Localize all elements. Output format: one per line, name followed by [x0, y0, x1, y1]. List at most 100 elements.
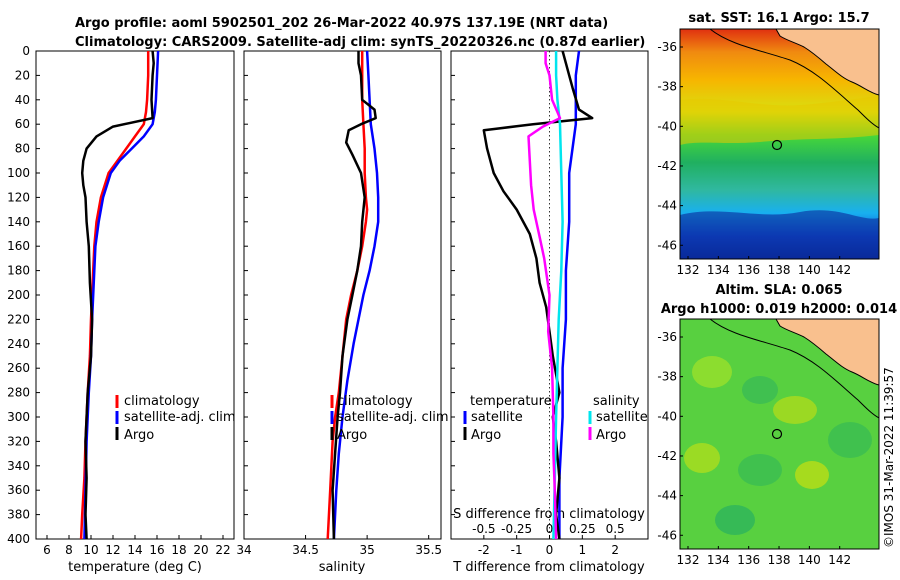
- sst-map-title: sat. SST: 16.1 Argo: 15.7: [688, 11, 869, 26]
- salinity-xlabel: salinity: [319, 560, 366, 575]
- lat-tick-label: -36: [657, 330, 677, 344]
- difference-legend: temperature satellite Argo salinity sate…: [463, 394, 648, 443]
- sst-map: [680, 29, 879, 259]
- salinity-x-axis: 34 34.5 35 35.5: [236, 535, 442, 557]
- sst-argo-location: [771, 139, 783, 151]
- lon-tick-label: 134: [707, 263, 730, 277]
- sst-land: [775, 29, 879, 96]
- lon-tick-label: 136: [737, 553, 760, 567]
- depth-tick-label: 100: [7, 166, 30, 180]
- lat-tick-label: -38: [657, 370, 677, 384]
- sla-map-title-line2: Argo h1000: 0.019 h2000: 0.014: [661, 302, 897, 317]
- lat-tick-label: -36: [657, 40, 677, 54]
- sla-blob: [773, 396, 817, 424]
- legend-label-satellite: satellite-adj. clim: [337, 410, 449, 425]
- x-tick-label: 20: [193, 543, 208, 557]
- x-tick-label: 16: [149, 543, 164, 557]
- s-tick-label: -0.5: [472, 522, 495, 536]
- legend-label-s-argo: Argo: [596, 428, 626, 443]
- legend-heading-temperature: temperature: [470, 394, 552, 409]
- x-tick-label: 6: [43, 543, 51, 557]
- sla-blob: [828, 422, 872, 458]
- t-difference-xlabel: T difference from climatology: [452, 560, 645, 575]
- temperature-panel: [35, 50, 235, 540]
- sst-shelf-contour: [709, 29, 879, 129]
- x-tick-label: -2: [478, 543, 490, 557]
- legend-label-climatology: climatology: [337, 394, 413, 409]
- series-line-argo: [331, 51, 377, 540]
- x-tick-label: 0: [546, 543, 554, 557]
- sla-lat-axis: -36 -38 -40 -42 -44 -46: [657, 330, 683, 542]
- x-tick-label: 35: [359, 543, 374, 557]
- sla-blob: [692, 356, 732, 388]
- depth-tick-label: 60: [15, 117, 30, 131]
- depth-tick-label: 220: [7, 312, 30, 326]
- s-tick-label: 0.25: [569, 522, 596, 536]
- lat-tick-label: -40: [657, 119, 677, 133]
- sla-lon-axis: 132 134 136 138 140 142: [677, 546, 851, 567]
- salinity-panel: [243, 50, 442, 540]
- temperature-x-axis: 6 8 10 12 14 16 18 20 22: [43, 535, 231, 557]
- s-tick-label: 0: [546, 522, 554, 536]
- depth-tick-label: 160: [7, 239, 30, 253]
- sla-blob: [684, 443, 720, 473]
- depth-tick-label: 180: [7, 264, 30, 278]
- lat-tick-label: -44: [657, 489, 677, 503]
- sla-land: [775, 319, 879, 386]
- depth-tick-label: 360: [7, 483, 30, 497]
- depth-tick-label: 260: [7, 361, 30, 375]
- legend-label-s-satellite: satellite: [596, 410, 648, 425]
- lon-tick-label: 138: [768, 263, 791, 277]
- depth-axis: 0 20 40 60 80 100 120 140 160 180 200 220 240 260 280 3…: [7, 44, 455, 546]
- temperature-lines: [79, 50, 160, 540]
- lat-tick-label: -46: [657, 528, 677, 542]
- header-line1: Argo profile: aoml 5902501_202 26-Mar-20…: [75, 16, 608, 31]
- legend-label-argo: Argo: [124, 428, 154, 443]
- x-tick-label: 22: [215, 543, 230, 557]
- salinity-lines: [326, 50, 380, 540]
- depth-tick-label: 40: [15, 93, 30, 107]
- depth-tick-label: 200: [7, 288, 30, 302]
- s-tick-label: 0.5: [606, 522, 625, 536]
- lon-tick-label: 142: [828, 263, 851, 277]
- depth-tick-label: 20: [15, 68, 30, 82]
- depth-tick-label: 300: [7, 410, 30, 424]
- depth-tick-label: 140: [7, 215, 30, 229]
- x-tick-label: 10: [83, 543, 98, 557]
- sst-warm-patch: [680, 96, 879, 145]
- series-line-salinity-satellite: [552, 51, 564, 540]
- header-line2: Climatology: CARS2009. Satellite-adj cli…: [75, 35, 645, 50]
- x-tick-label: 12: [105, 543, 120, 557]
- difference-lines: [482, 50, 594, 540]
- salinity-legend: climatology satellite-adj. clim Argo: [330, 394, 449, 443]
- lat-tick-label: -44: [657, 199, 677, 213]
- legend-label-t-satellite: satellite: [471, 410, 523, 425]
- sla-shelf-contour: [709, 319, 879, 419]
- series-line-argo: [80, 50, 155, 540]
- x-tick-label: -1: [511, 543, 523, 557]
- s-difference-axis: -0.5 -0.25 0 0.25 0.5: [472, 522, 625, 536]
- s-tick-label: -0.25: [501, 522, 532, 536]
- s-difference-label: S difference from climatology: [453, 507, 645, 522]
- legend-label-argo: Argo: [337, 428, 367, 443]
- sla-argo-location: [771, 428, 783, 440]
- credit-stamp: ©IMOS 31-Mar-2022 11:39:57: [882, 367, 896, 548]
- lat-tick-label: -42: [657, 449, 677, 463]
- depth-tick-label: 280: [7, 386, 30, 400]
- sla-blob: [795, 461, 829, 489]
- sst-lon-axis: 132 134 136 138 140 142: [677, 256, 851, 277]
- lon-tick-label: 132: [677, 553, 700, 567]
- temperature-legend: climatology satellite-adj. clim Argo: [115, 394, 236, 443]
- lon-tick-label: 134: [707, 553, 730, 567]
- x-tick-label: 18: [171, 543, 186, 557]
- x-tick-label: 34.5: [292, 543, 319, 557]
- lon-tick-label: 136: [737, 263, 760, 277]
- x-tick-label: 35.5: [415, 543, 442, 557]
- depth-tick-label: 340: [7, 459, 30, 473]
- t-difference-x-axis: -2 -1 0 1 2: [478, 535, 619, 557]
- lat-tick-label: -40: [657, 409, 677, 423]
- legend-heading-salinity: salinity: [593, 394, 640, 409]
- legend-label-climatology: climatology: [124, 394, 200, 409]
- lon-tick-label: 140: [798, 263, 821, 277]
